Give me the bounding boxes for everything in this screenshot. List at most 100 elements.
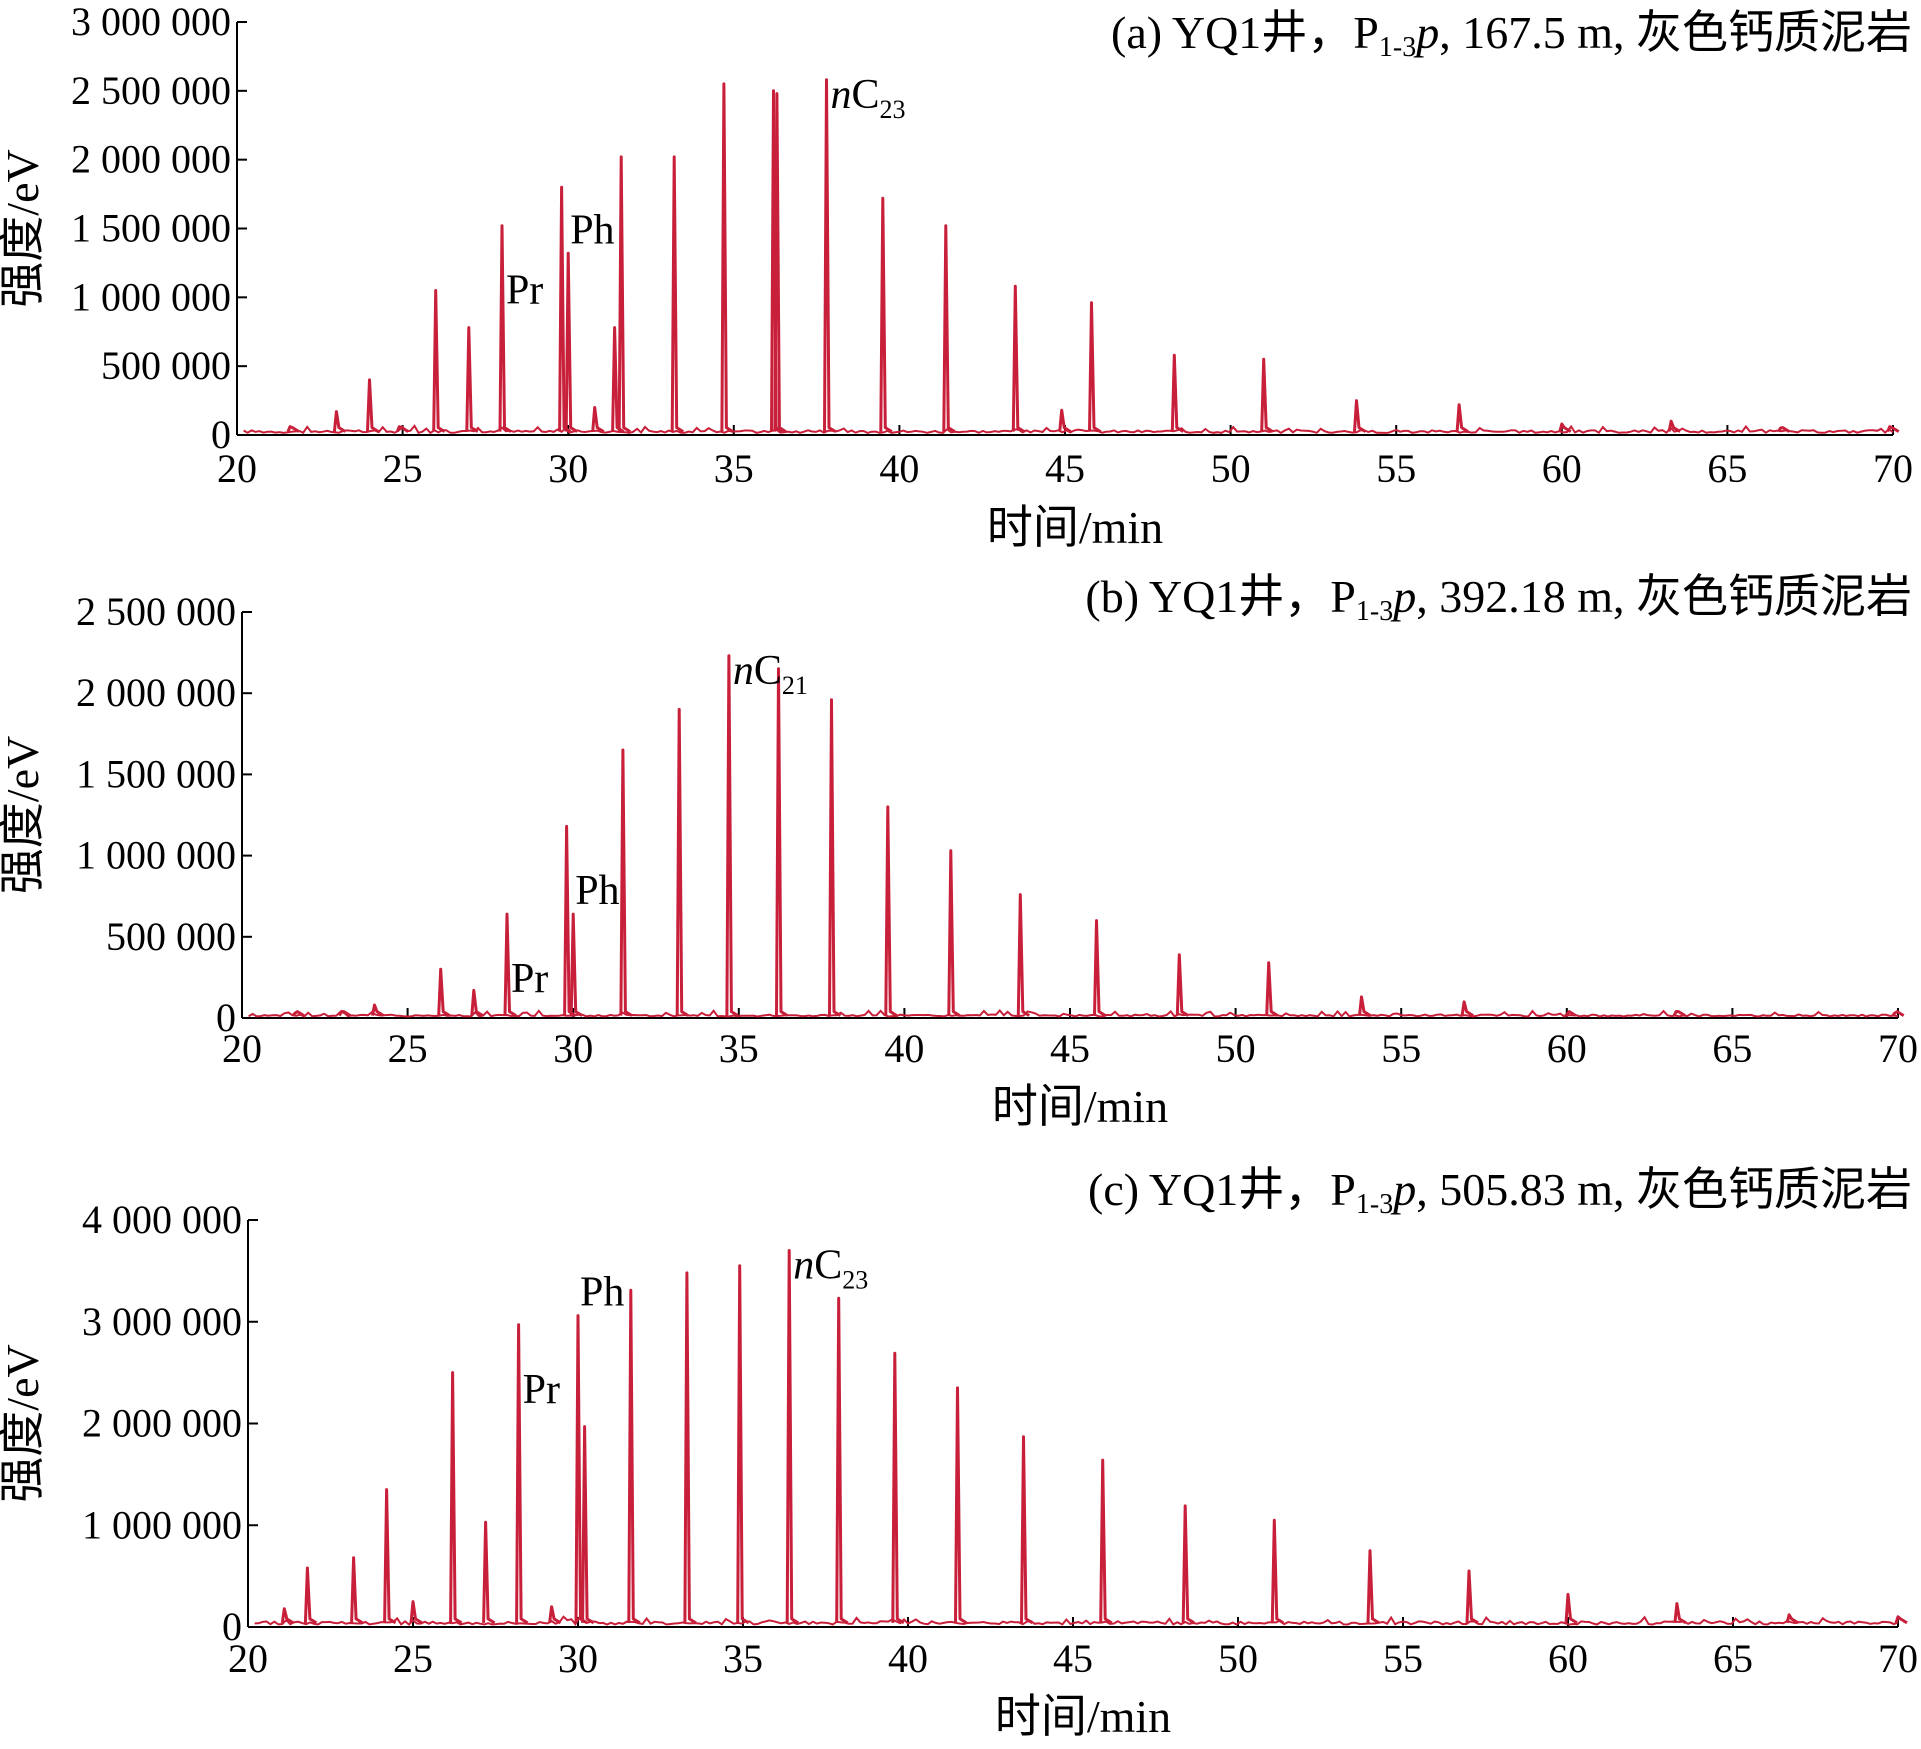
peak-label-phytane: Ph bbox=[580, 1270, 624, 1316]
chromatogram-peak bbox=[785, 1249, 799, 1625]
y-tick-label: 2 500 000 bbox=[71, 68, 231, 113]
chromatogram-peak bbox=[432, 289, 446, 433]
chromatogram-peak bbox=[409, 1600, 423, 1625]
chromatogram-peak bbox=[1366, 1549, 1380, 1625]
x-tick-label: 60 bbox=[1547, 1026, 1587, 1071]
peak-label-italic: n bbox=[831, 72, 852, 118]
chromatogram-peak bbox=[470, 988, 484, 1017]
chromatogram-peak bbox=[291, 1010, 305, 1017]
x-tick-label: 60 bbox=[1542, 446, 1582, 491]
title-formation: P bbox=[1353, 7, 1379, 58]
y-tick-label: 1 500 000 bbox=[71, 206, 231, 251]
x-tick-label: 25 bbox=[388, 1026, 428, 1071]
chromatogram-peak bbox=[338, 1010, 352, 1017]
chromatogram-peak bbox=[303, 1566, 318, 1625]
chromatogram-peak bbox=[1785, 1613, 1799, 1625]
chromatogram-peak bbox=[736, 1264, 750, 1625]
chromatogram-peak bbox=[1673, 1602, 1687, 1625]
y-tick-label: 2 000 000 bbox=[76, 670, 236, 715]
chromatogram-peak bbox=[437, 967, 451, 1017]
title-suffix: , 392.18 m, 灰色钙质泥岩 bbox=[1416, 571, 1912, 622]
chromatogram-peak bbox=[1270, 1518, 1285, 1625]
chromatogram-peak bbox=[1777, 426, 1791, 433]
title-formation: P bbox=[1330, 1164, 1356, 1215]
chromatogram-peak bbox=[954, 1386, 968, 1625]
chromatogram-peak bbox=[1558, 422, 1572, 433]
chromatogram-peak bbox=[1455, 403, 1469, 433]
peak-label-nalkane: nC23 bbox=[831, 72, 906, 124]
title-formation-italic: p bbox=[1390, 1164, 1416, 1215]
chromatogram-peak bbox=[482, 1520, 496, 1625]
chromatogram-peak bbox=[1460, 1000, 1474, 1017]
x-axis-label: 时间/min bbox=[987, 502, 1163, 553]
peak-label-sub: 23 bbox=[880, 95, 906, 124]
chromatogram-peak bbox=[395, 425, 410, 433]
title-formation-sub: 1-3 bbox=[1379, 32, 1416, 63]
x-tick-label: 40 bbox=[884, 1026, 924, 1071]
peak-label-italic: n bbox=[793, 1243, 814, 1289]
chromatogram-peak bbox=[591, 406, 605, 433]
chromatogram-peak bbox=[1175, 953, 1190, 1017]
y-tick-label: 0 bbox=[211, 412, 231, 457]
chromatogram-peak bbox=[569, 912, 583, 1017]
y-tick-label: 2 000 000 bbox=[71, 137, 231, 182]
chromatogram-peak bbox=[1181, 1504, 1195, 1625]
y-tick-label: 0 bbox=[222, 1604, 242, 1649]
y-tick-label: 1 000 000 bbox=[71, 274, 231, 319]
chromatogram-peak bbox=[383, 1488, 397, 1625]
chromatogram-peak bbox=[1260, 357, 1274, 433]
x-tick-label: 35 bbox=[719, 1026, 759, 1071]
x-tick-label: 35 bbox=[723, 1636, 763, 1681]
chart-title: (b) YQ1井，P1-3p, 392.18 m, 灰色钙质泥岩 bbox=[1085, 571, 1912, 627]
title-prefix: (a) YQ1井， bbox=[1111, 7, 1353, 58]
chromatogram-peak bbox=[1099, 1458, 1113, 1625]
x-tick-label: 65 bbox=[1712, 1026, 1752, 1071]
chromatogram-peak bbox=[1170, 353, 1185, 433]
chromatogram-peak bbox=[823, 78, 837, 433]
chromatogram-peak bbox=[670, 155, 684, 433]
chromatogram-peak bbox=[773, 92, 787, 433]
y-axis-label: 强度/eV bbox=[0, 1344, 48, 1502]
chromatogram-peak bbox=[775, 667, 789, 1017]
chromatogram-peak bbox=[1088, 301, 1102, 433]
title-prefix: (c) YQ1井， bbox=[1088, 1164, 1330, 1215]
chromatogram-peak bbox=[1058, 408, 1072, 433]
y-axis-label: 强度/eV bbox=[0, 736, 48, 894]
chromatogram-peak bbox=[1016, 893, 1031, 1017]
chromatogram-peak bbox=[884, 805, 898, 1017]
chromatogram-peak bbox=[449, 1371, 463, 1625]
x-tick-label: 25 bbox=[393, 1636, 433, 1681]
chromatogram-peak bbox=[835, 1296, 849, 1625]
chromatogram-peak bbox=[947, 849, 961, 1017]
title-formation-italic: p bbox=[1413, 7, 1439, 58]
chromatogram-peak bbox=[1672, 1010, 1686, 1017]
x-tick-label: 70 bbox=[1873, 446, 1913, 491]
chromatogram-peak bbox=[350, 1556, 364, 1625]
chromatogram-peak bbox=[619, 748, 633, 1017]
x-tick-label: 70 bbox=[1878, 1636, 1918, 1681]
x-tick-label: 20 bbox=[228, 1636, 268, 1681]
chromatogram-peak bbox=[627, 1288, 641, 1625]
x-tick-label: 50 bbox=[1218, 1636, 1258, 1681]
peak-label-main: C bbox=[754, 648, 782, 694]
chart-title: (c) YQ1井，P1-3p, 505.83 m, 灰色钙质泥岩 bbox=[1088, 1164, 1912, 1220]
x-tick-label: 30 bbox=[548, 446, 588, 491]
peak-label-sub: 23 bbox=[842, 1266, 868, 1295]
peak-label-sub: 21 bbox=[782, 671, 808, 700]
chromatogram-peak bbox=[332, 410, 347, 433]
chromatogram-peak bbox=[675, 707, 689, 1017]
y-tick-label: 500 000 bbox=[101, 343, 231, 388]
x-tick-label: 45 bbox=[1053, 1636, 1093, 1681]
x-tick-label: 65 bbox=[1713, 1636, 1753, 1681]
chromatogram-peak bbox=[1667, 419, 1681, 433]
chromatogram-peak bbox=[1465, 1569, 1479, 1625]
y-tick-label: 500 000 bbox=[106, 914, 236, 959]
peak-label-italic: n bbox=[733, 648, 754, 694]
chromatogram-peak bbox=[1564, 1010, 1577, 1017]
chromatogram-peak bbox=[548, 1605, 562, 1625]
y-tick-label: 3 000 000 bbox=[82, 1299, 242, 1344]
chromatogram-peak bbox=[280, 1607, 295, 1625]
chromatogram-peak bbox=[498, 224, 512, 433]
peak-label-main: C bbox=[852, 72, 880, 118]
